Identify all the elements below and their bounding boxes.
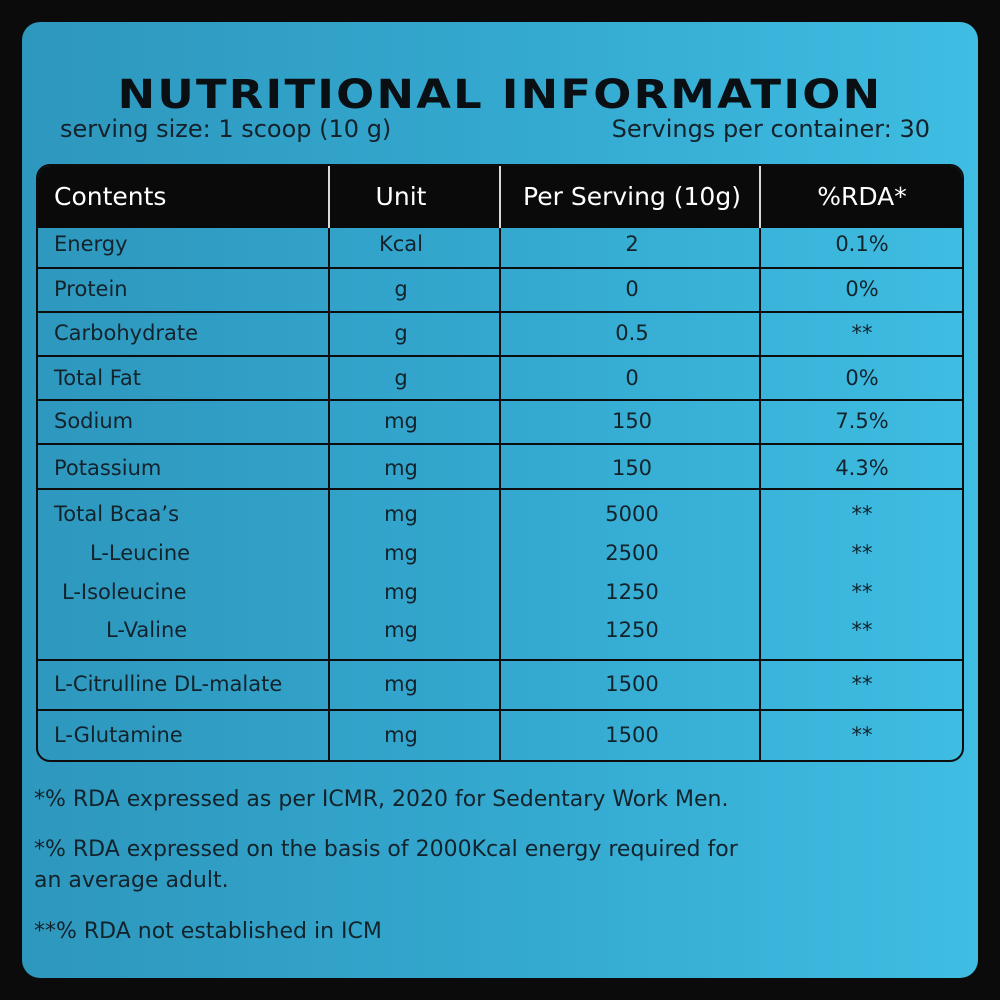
row-divider bbox=[38, 488, 962, 490]
row-rda: 4.3% bbox=[835, 456, 889, 480]
footnote-icmr: *% RDA expressed as per ICMR, 2020 for S… bbox=[34, 787, 729, 812]
row-divider bbox=[38, 311, 962, 313]
row-name: L-Leucine bbox=[90, 541, 191, 565]
servings-per-container: Servings per container: 30 bbox=[611, 115, 930, 143]
row-value: 150 bbox=[611, 456, 653, 480]
row-name: L-Valine bbox=[106, 618, 188, 642]
header-contents: Contents bbox=[54, 182, 167, 211]
header-per-serving: Per Serving (10g) bbox=[523, 182, 741, 211]
row-value: 2 bbox=[625, 232, 639, 256]
row-name: L-Isoleucine bbox=[62, 580, 187, 604]
row-unit: mg bbox=[384, 456, 418, 480]
footnote-not-established: **% RDA not established in ICM bbox=[34, 919, 382, 944]
row-rda: ** bbox=[851, 502, 873, 526]
row-unit: mg bbox=[384, 723, 418, 747]
row-rda: ** bbox=[851, 580, 873, 604]
row-unit: mg bbox=[384, 502, 418, 526]
row-value: 1250 bbox=[605, 618, 659, 642]
row-rda: 0% bbox=[845, 277, 879, 301]
row-value: 0.5 bbox=[615, 321, 649, 345]
row-value: 1500 bbox=[605, 723, 659, 747]
row-divider bbox=[38, 399, 962, 401]
row-value: 2500 bbox=[605, 541, 659, 565]
row-divider bbox=[38, 709, 962, 711]
row-rda: ** bbox=[851, 672, 873, 696]
nutrition-table: Contents Unit Per Serving (10g) %RDA* En… bbox=[36, 164, 964, 762]
row-rda: 0% bbox=[845, 366, 879, 390]
row-unit: g bbox=[394, 277, 408, 301]
row-value: 0 bbox=[625, 366, 639, 390]
row-unit: g bbox=[394, 366, 408, 390]
row-name: L-Citrulline DL-malate bbox=[54, 672, 283, 696]
row-name: Carbohydrate bbox=[54, 321, 199, 345]
serving-size: serving size: 1 scoop (10 g) bbox=[60, 115, 392, 143]
row-name: Protein bbox=[54, 277, 128, 301]
header-divider bbox=[499, 166, 501, 228]
row-unit: mg bbox=[384, 541, 418, 565]
row-divider bbox=[38, 355, 962, 357]
row-rda: 0.1% bbox=[835, 232, 889, 256]
row-rda: ** bbox=[851, 321, 873, 345]
row-name: Potassium bbox=[54, 456, 162, 480]
row-rda: ** bbox=[851, 618, 873, 642]
row-unit: mg bbox=[384, 672, 418, 696]
header-rda: %RDA* bbox=[817, 182, 907, 211]
row-name: Total Bcaa’s bbox=[54, 502, 180, 526]
row-name: Sodium bbox=[54, 409, 134, 433]
footnote-energy-basis: *% RDA expressed on the basis of 2000Kca… bbox=[34, 837, 738, 862]
page-title: NUTRITIONAL INFORMATION bbox=[117, 72, 883, 118]
row-unit: mg bbox=[384, 580, 418, 604]
row-value: 1250 bbox=[605, 580, 659, 604]
row-rda: ** bbox=[851, 541, 873, 565]
row-unit: mg bbox=[384, 618, 418, 642]
row-name: Energy bbox=[54, 232, 128, 256]
row-value: 5000 bbox=[605, 502, 659, 526]
header-divider bbox=[328, 166, 330, 228]
row-name: L-Glutamine bbox=[54, 723, 183, 747]
row-unit: mg bbox=[384, 409, 418, 433]
table-header: Contents Unit Per Serving (10g) %RDA* bbox=[38, 166, 962, 228]
footnote-energy-basis-cont: an average adult. bbox=[34, 868, 229, 893]
row-unit: Kcal bbox=[378, 232, 424, 256]
header-unit: Unit bbox=[375, 182, 427, 211]
row-name: Total Fat bbox=[54, 366, 141, 390]
row-divider bbox=[38, 267, 962, 269]
row-divider bbox=[38, 659, 962, 661]
nutrition-card: NUTRITIONAL INFORMATION serving size: 1 … bbox=[22, 22, 978, 978]
row-rda: 7.5% bbox=[835, 409, 889, 433]
column-divider bbox=[328, 228, 330, 760]
row-rda: ** bbox=[851, 723, 873, 747]
row-value: 0 bbox=[625, 277, 639, 301]
row-value: 1500 bbox=[605, 672, 659, 696]
column-divider bbox=[499, 228, 501, 760]
column-divider bbox=[759, 228, 761, 760]
row-divider bbox=[38, 443, 962, 445]
row-unit: g bbox=[394, 321, 408, 345]
row-value: 150 bbox=[611, 409, 653, 433]
header-divider bbox=[759, 166, 761, 228]
